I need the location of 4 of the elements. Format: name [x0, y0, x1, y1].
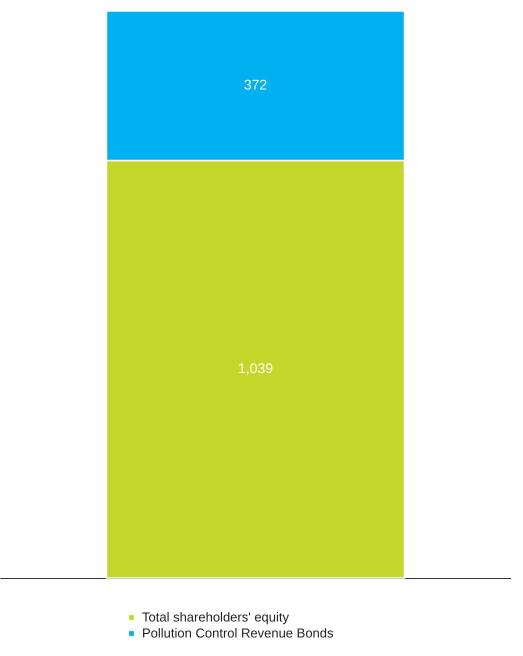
- legend-label: Pollution Control Revenue Bonds: [142, 626, 334, 640]
- data-label: 1,039: [238, 360, 274, 376]
- data-label: 372: [244, 76, 268, 93]
- legend-label: Total shareholders' equity: [142, 610, 290, 624]
